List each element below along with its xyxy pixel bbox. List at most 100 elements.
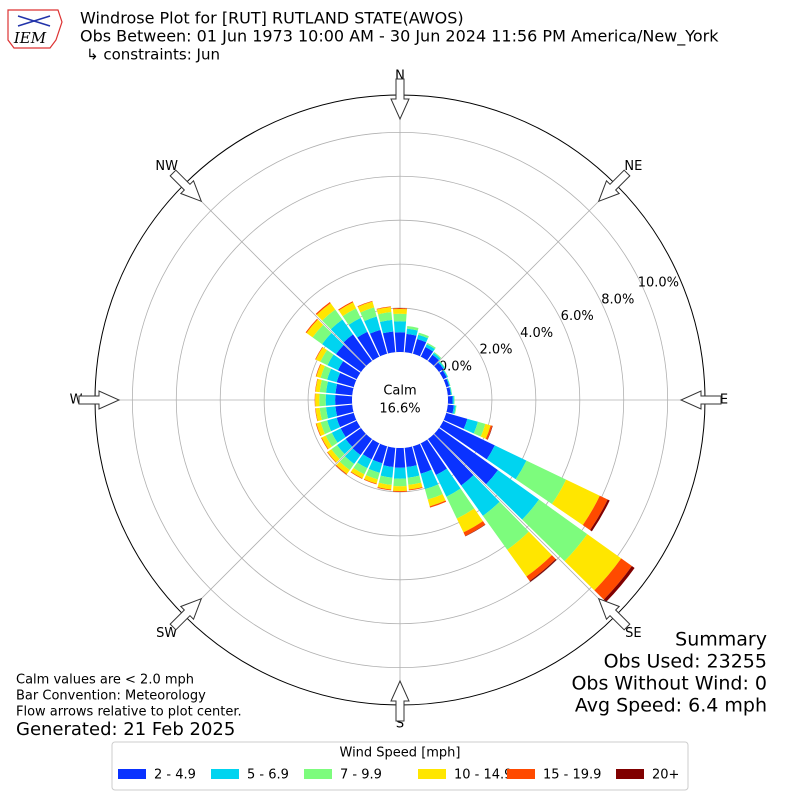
wind-bar bbox=[425, 344, 435, 352]
wind-bar bbox=[316, 303, 336, 321]
wind-bar bbox=[321, 435, 332, 450]
wind-bar bbox=[418, 332, 429, 339]
wind-bar bbox=[383, 446, 396, 468]
wind-bar bbox=[473, 421, 486, 437]
wind-bar bbox=[316, 422, 325, 436]
wind-bar bbox=[465, 524, 486, 537]
wind-bar bbox=[312, 324, 332, 345]
radial-grid-line bbox=[433, 184, 616, 367]
compass-label: S bbox=[396, 717, 404, 732]
wind-bar bbox=[327, 354, 344, 371]
wind-bar bbox=[315, 408, 318, 422]
wind-bar bbox=[406, 465, 420, 478]
flow-arrow bbox=[390, 78, 410, 121]
wind-bar bbox=[376, 306, 392, 315]
wind-bar bbox=[352, 434, 373, 456]
radial-grid-line bbox=[184, 184, 367, 367]
radial-tick-label: 4.0% bbox=[520, 326, 553, 341]
grid-circle bbox=[263, 263, 537, 537]
wind-bar bbox=[357, 454, 372, 469]
wind-bar bbox=[406, 325, 419, 331]
wind-bar bbox=[394, 447, 406, 468]
wind-bar bbox=[314, 393, 316, 407]
wind-bar bbox=[394, 332, 406, 353]
grid-circle bbox=[175, 175, 625, 625]
wind-bar bbox=[590, 499, 610, 532]
wind-bar bbox=[461, 475, 500, 516]
wind-bar bbox=[319, 393, 326, 407]
grid-circle bbox=[131, 131, 669, 669]
wind-bar bbox=[353, 462, 368, 475]
wind-bar bbox=[392, 308, 408, 310]
wind-bar bbox=[340, 420, 361, 438]
wind-bar bbox=[482, 501, 529, 550]
wind-bar bbox=[393, 478, 407, 487]
wind-bar bbox=[369, 329, 388, 357]
wind-bar bbox=[335, 465, 347, 475]
wind-bar bbox=[393, 485, 407, 492]
compass-label: N bbox=[395, 69, 405, 84]
plot-area: 0.0% 2.0% 4.0% 6.0% 8.0% 10.0% Calm 16.6% N NE E SE… bbox=[70, 69, 729, 732]
wind-bar bbox=[439, 370, 447, 380]
wind-bar bbox=[456, 508, 483, 533]
compass-label: SE bbox=[625, 626, 641, 641]
wind-bar bbox=[452, 395, 454, 405]
radial-grid-line bbox=[184, 433, 367, 616]
legend-swatch bbox=[616, 769, 644, 779]
wind-bar bbox=[443, 412, 468, 429]
wind-bar bbox=[364, 316, 381, 334]
note: Flow arrows relative to plot center. bbox=[16, 705, 242, 720]
wind-bar bbox=[321, 437, 329, 450]
wind-bar bbox=[392, 490, 408, 492]
wind-bar bbox=[435, 468, 461, 497]
wind-bar bbox=[486, 445, 527, 480]
wind-bar bbox=[424, 484, 443, 500]
wind-bar bbox=[454, 405, 457, 415]
wind-bar bbox=[426, 342, 436, 349]
wind-bar bbox=[322, 332, 344, 355]
wind-bar bbox=[315, 378, 322, 393]
wind-bar bbox=[350, 471, 363, 479]
wind-bar bbox=[335, 383, 354, 396]
wind-bar bbox=[446, 404, 454, 414]
wind-bar bbox=[417, 334, 428, 343]
wind-bar bbox=[420, 347, 434, 361]
wind-bar bbox=[446, 387, 451, 396]
wind-bar bbox=[486, 470, 540, 520]
wind-bar bbox=[319, 407, 328, 421]
wind-bar bbox=[336, 372, 357, 388]
note: Calm values are < 2.0 mph bbox=[16, 673, 194, 688]
wind-bar bbox=[442, 370, 448, 378]
wind-bar bbox=[327, 449, 340, 463]
wind-bar bbox=[335, 395, 353, 405]
wind-bar bbox=[335, 404, 354, 417]
wind-bar bbox=[407, 475, 422, 485]
wind-bar bbox=[393, 321, 407, 333]
grid-circle bbox=[219, 219, 581, 581]
wind-bar bbox=[327, 417, 341, 432]
legend-swatch bbox=[304, 769, 332, 779]
wind-bar bbox=[434, 427, 498, 485]
svg-text:IEM: IEM bbox=[13, 29, 47, 47]
wind-bar bbox=[507, 531, 552, 577]
legend-label: 15 - 19.9 bbox=[543, 768, 601, 783]
legend-box bbox=[111, 741, 689, 791]
radial-tick-label: 8.0% bbox=[601, 292, 634, 307]
flow-arrow bbox=[78, 390, 121, 410]
wind-bar bbox=[551, 479, 600, 526]
wind-bar bbox=[320, 350, 334, 366]
wind-bar bbox=[315, 407, 322, 422]
summary-line: Summary bbox=[675, 629, 767, 651]
wind-bar bbox=[449, 387, 452, 396]
flow-arrow-shape bbox=[597, 169, 631, 203]
wind-bar bbox=[364, 475, 378, 484]
summary-line: Obs Without Wind: 0 bbox=[571, 673, 767, 695]
wind-bar bbox=[344, 448, 361, 465]
chart-title: Windrose Plot for [RUT] RUTLAND STATE(AW… bbox=[80, 9, 464, 28]
calm-value: 16.6% bbox=[379, 402, 420, 417]
legend-label: 7 - 9.9 bbox=[340, 768, 382, 783]
wind-bar bbox=[382, 331, 396, 354]
wind-bar bbox=[331, 428, 346, 443]
wind-bar bbox=[327, 451, 337, 463]
